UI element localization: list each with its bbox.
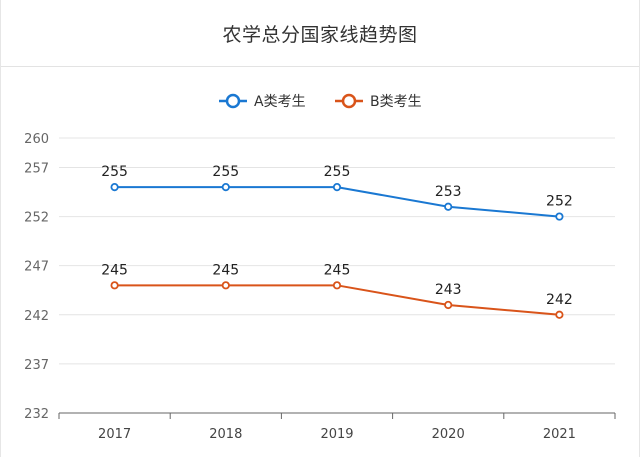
data-label: 255 [212,164,239,180]
data-point [555,212,564,221]
data-point [555,310,564,319]
data-point [332,281,342,290]
data-point [444,202,453,211]
x-tick-label: 2019 [320,427,353,442]
data-label: 243 [435,282,462,298]
series-line-2 [114,284,560,316]
legend-marker [341,93,357,109]
data-point [444,300,453,310]
y-tick-label: 257 [24,161,49,176]
data-point [332,183,342,192]
x-tick-label: 2017 [98,427,131,442]
data-label: 253 [435,184,462,200]
y-tick-label: 260 [24,132,49,147]
data-point [221,281,230,290]
y-tick-label: 242 [24,309,49,324]
y-tick-label: 252 [24,211,49,226]
data-label: 255 [324,164,351,180]
data-label: 245 [101,262,128,278]
y-tick-label: 237 [24,358,49,373]
data-label: 255 [101,164,128,180]
x-tick-label: 2020 [432,427,465,442]
data-label: 242 [546,292,573,308]
chart-title: 农学总分国家线趋势图 [222,23,418,46]
y-tick-label: 247 [24,260,49,275]
data-point [110,281,119,290]
x-tick-label: 2021 [543,427,576,442]
x-tick-label: 2018 [209,427,242,442]
legend-label: B类考生 [370,94,422,110]
data-point [221,183,230,192]
data-label: 252 [546,194,573,210]
series-line-1 [114,186,560,218]
y-tick-label: 232 [24,407,49,422]
chart-header: 农学总分国家线趋势图 [1,0,639,67]
data-label: 245 [212,262,239,278]
legend-marker [225,93,241,109]
legend-label: A类考生 [254,94,306,110]
data-point [110,183,119,192]
data-label: 245 [324,262,351,278]
